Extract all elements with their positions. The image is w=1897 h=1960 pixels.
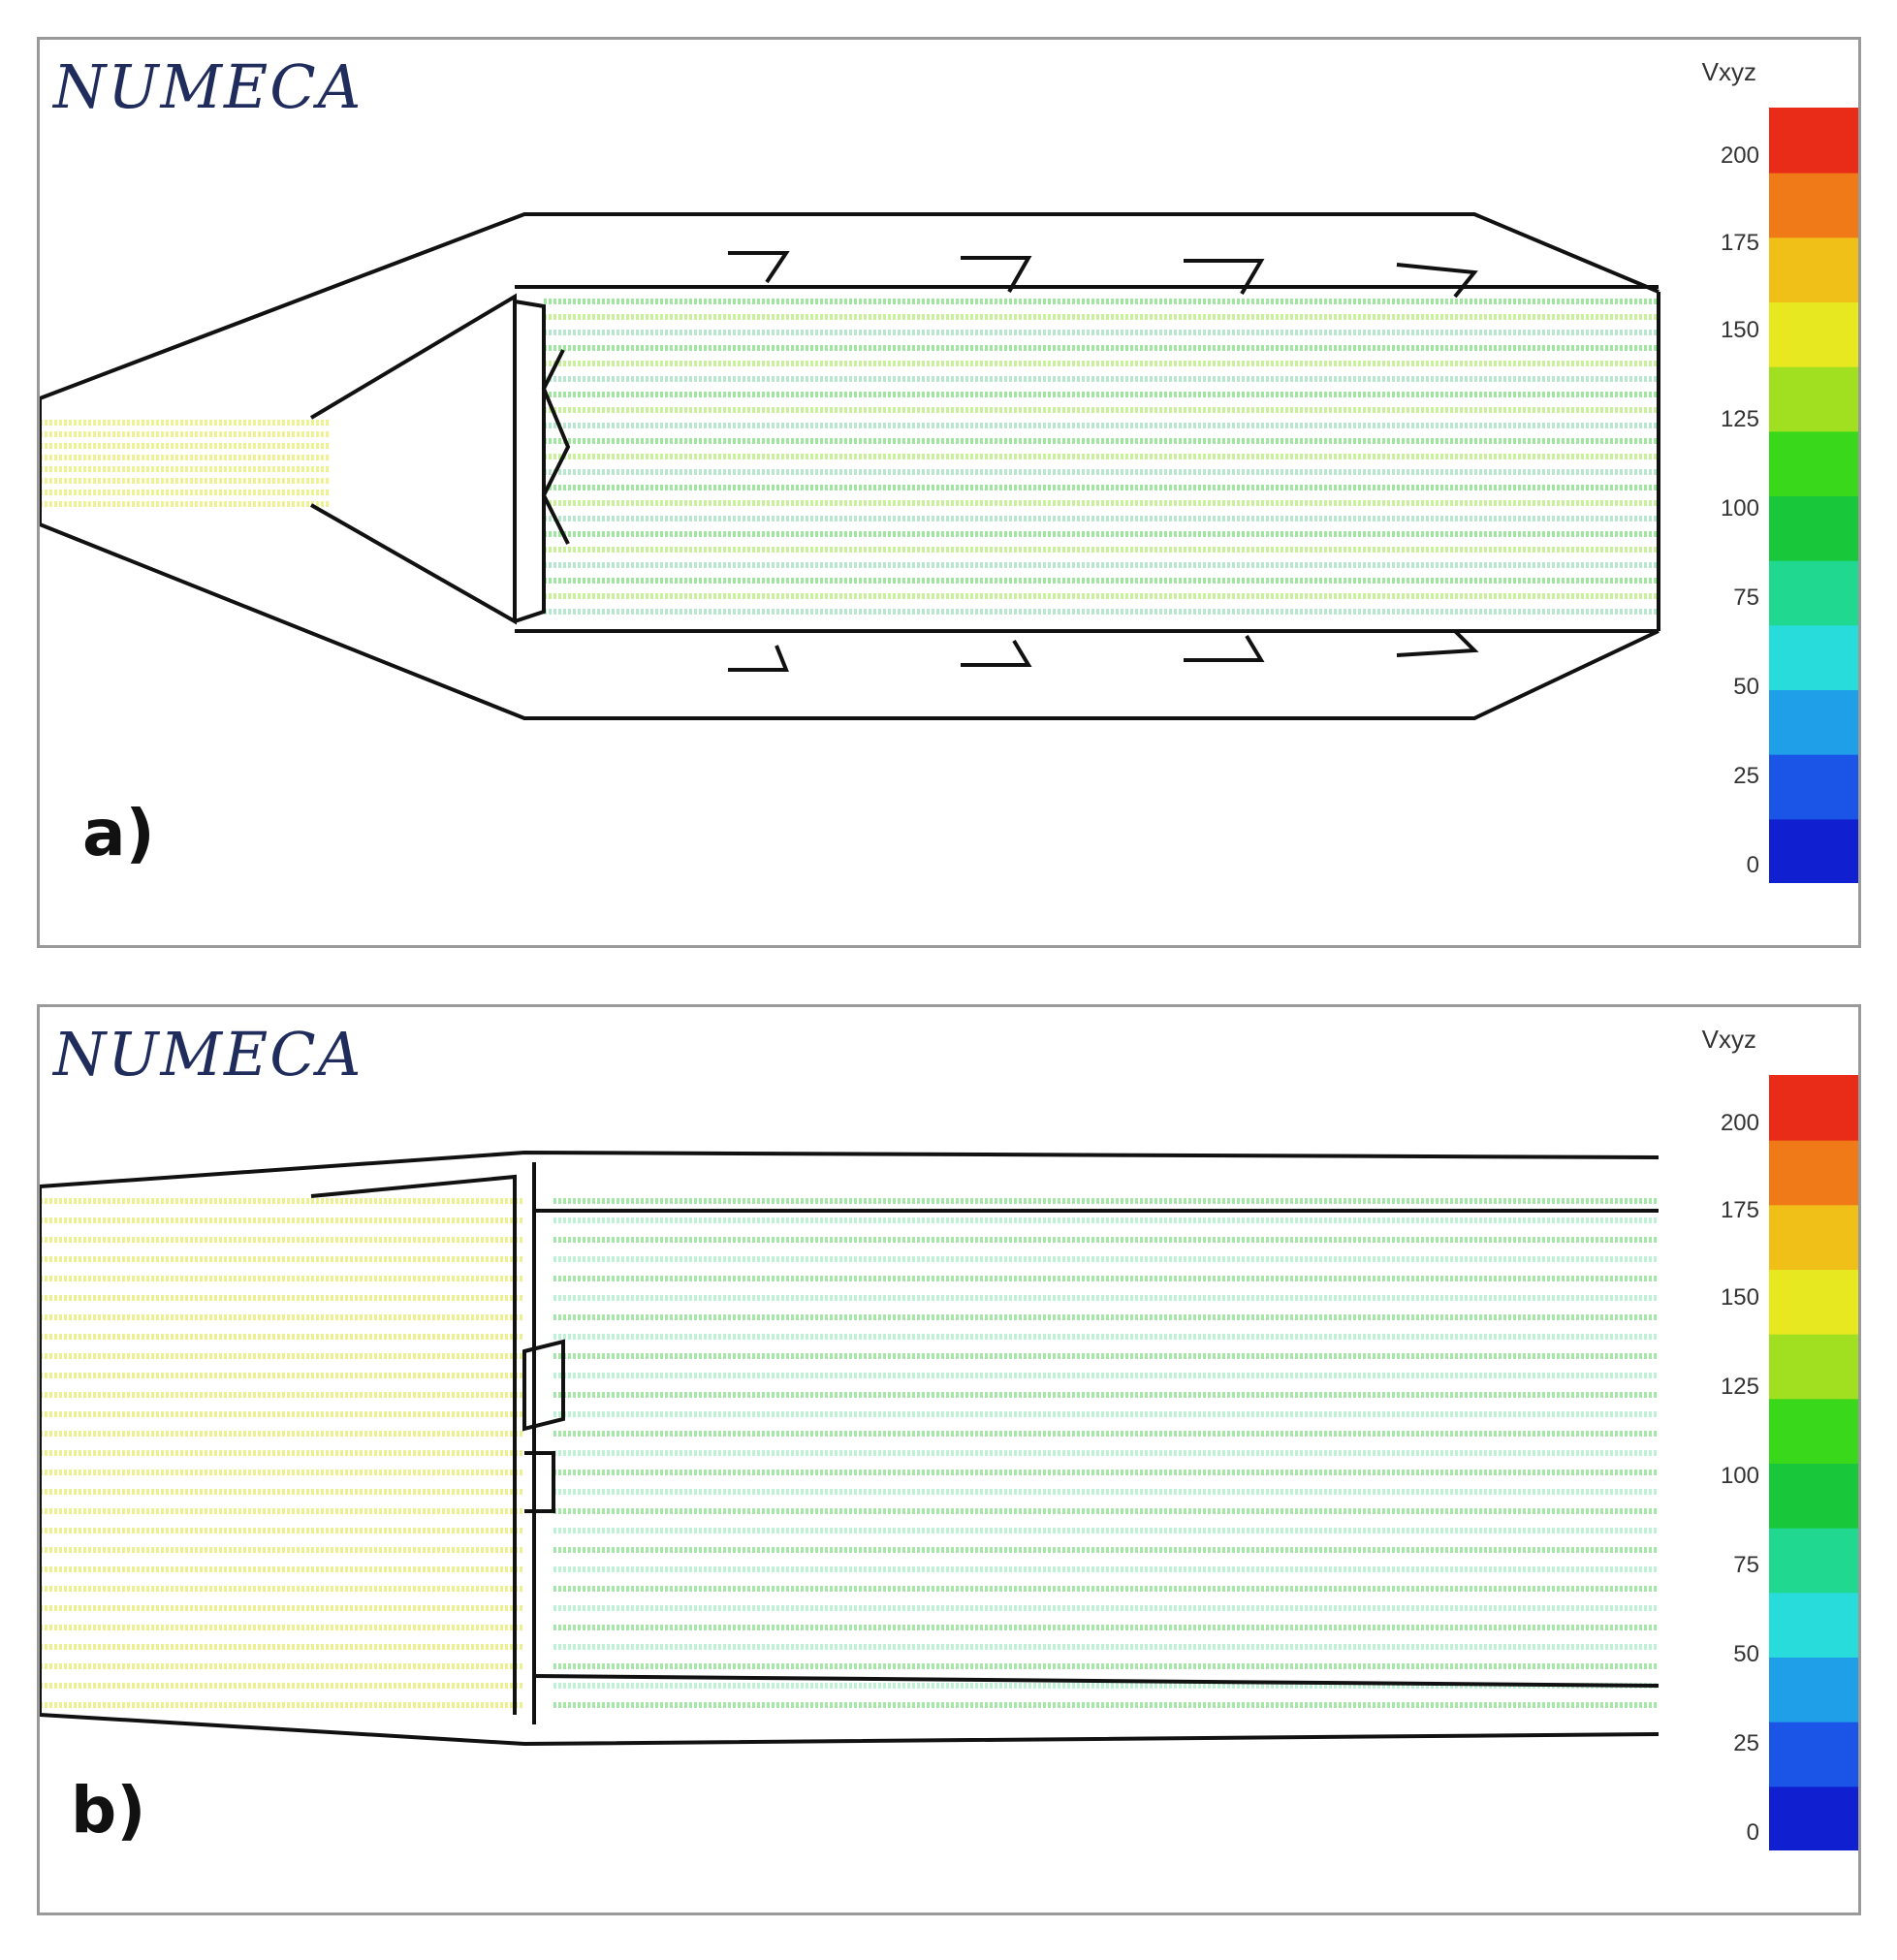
colorbar-tick: 200 — [1720, 142, 1759, 169]
legend-title: Vxyz — [1701, 1025, 1756, 1054]
colorbar-tick: 100 — [1720, 1463, 1759, 1489]
colorbar-block — [1769, 1527, 1858, 1594]
colorbar-block — [1769, 624, 1858, 690]
colorbar-block — [1769, 753, 1858, 820]
colorbar-tick: 125 — [1720, 406, 1759, 432]
colorbar-tick: 125 — [1720, 1374, 1759, 1400]
colorbar-gradient — [1769, 1075, 1858, 1850]
colorbar-tick: 50 — [1733, 674, 1759, 700]
colorbar-block — [1769, 108, 1858, 174]
panel-b: NUMECA b) Vxyz 200 175 150 125 100 75 50… — [37, 1004, 1861, 1915]
colorbar-gradient — [1769, 108, 1858, 883]
flow-field-b — [40, 1150, 1660, 1747]
colorbar-block — [1769, 1592, 1858, 1658]
colorbar-tick: 175 — [1720, 230, 1759, 256]
colorbar-block — [1769, 301, 1858, 367]
geometry-outline-b — [40, 1150, 1660, 1747]
flow-field-a — [40, 212, 1660, 720]
colorbar-block — [1769, 1721, 1858, 1787]
colorbar-block — [1769, 1463, 1858, 1529]
geometry-outline-a — [40, 212, 1660, 720]
colorbar-tick: 150 — [1720, 317, 1759, 343]
colorbar-block — [1769, 559, 1858, 626]
colorbar-tick: 25 — [1733, 763, 1759, 789]
panel-label: a) — [82, 796, 155, 870]
colorbar-tick: 50 — [1733, 1641, 1759, 1667]
colorbar-block — [1769, 1075, 1858, 1141]
colorbar-tick: 0 — [1746, 1819, 1759, 1846]
brand-logo-text: NUMECA — [53, 1019, 364, 1090]
colorbar-tick: 150 — [1720, 1284, 1759, 1311]
colorbar-block — [1769, 430, 1858, 496]
colorbar — [1769, 1075, 1858, 1850]
colorbar-tick: 175 — [1720, 1197, 1759, 1223]
brand-logo-text: NUMECA — [53, 51, 364, 122]
colorbar-block — [1769, 495, 1858, 561]
colorbar-tick: 75 — [1733, 1552, 1759, 1578]
panel-label: b) — [71, 1773, 146, 1848]
colorbar — [1769, 108, 1858, 883]
colorbar-tick: 75 — [1733, 585, 1759, 611]
colorbar-tick: 25 — [1733, 1730, 1759, 1756]
colorbar-block — [1769, 1786, 1858, 1850]
colorbar-tick: 200 — [1720, 1110, 1759, 1136]
colorbar-block — [1769, 689, 1858, 755]
colorbar-block — [1769, 1269, 1858, 1335]
legend-title: Vxyz — [1701, 57, 1756, 86]
colorbar-block — [1769, 1398, 1858, 1464]
colorbar-block — [1769, 172, 1858, 238]
colorbar-block — [1769, 818, 1858, 883]
colorbar-block — [1769, 1139, 1858, 1206]
colorbar-block — [1769, 365, 1858, 432]
colorbar-block — [1769, 1204, 1858, 1270]
colorbar-tick: 100 — [1720, 495, 1759, 522]
colorbar-block — [1769, 1333, 1858, 1400]
colorbar-block — [1769, 237, 1858, 302]
colorbar-tick: 0 — [1746, 852, 1759, 878]
colorbar-block — [1769, 1657, 1858, 1723]
panel-a: NUMECA a) Vxyz 200 175 150 125 100 75 50… — [37, 37, 1861, 948]
